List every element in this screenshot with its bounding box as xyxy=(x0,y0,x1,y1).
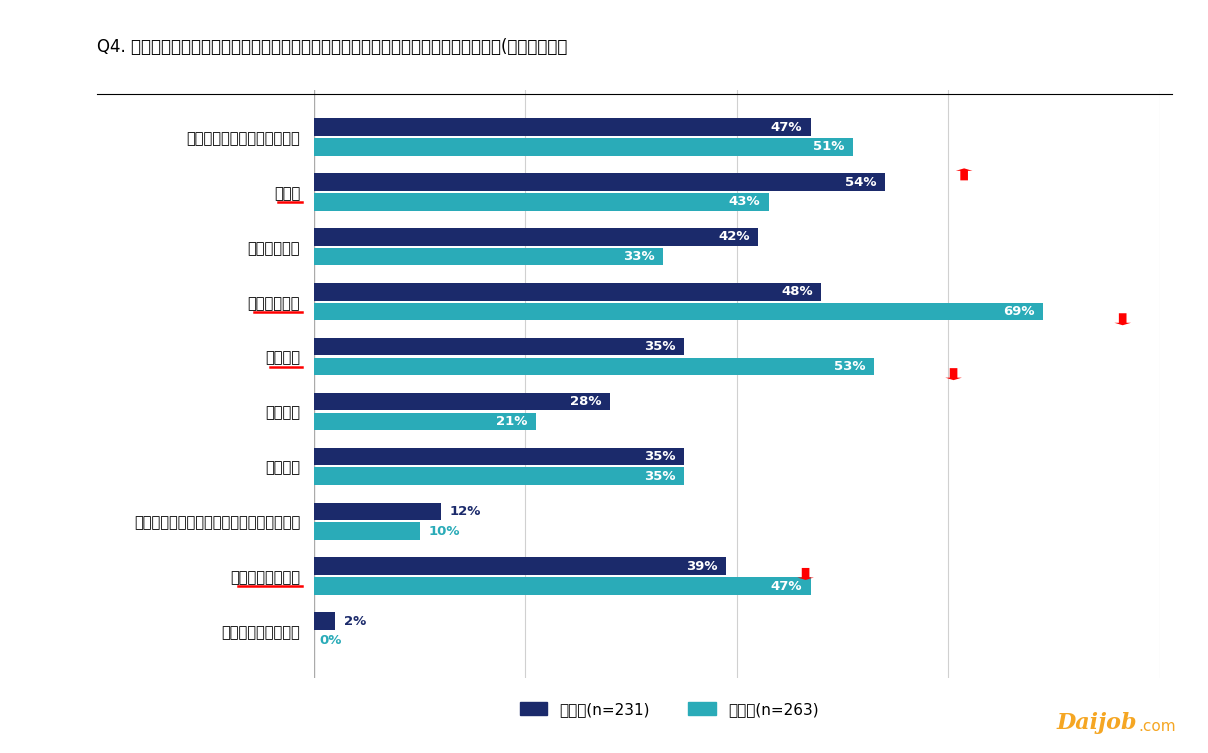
Text: 21%: 21% xyxy=(496,415,528,428)
Text: 69%: 69% xyxy=(1004,305,1035,318)
Bar xyxy=(314,557,726,575)
Bar xyxy=(314,173,885,191)
Bar xyxy=(314,228,759,245)
Bar xyxy=(314,303,1044,320)
Bar xyxy=(314,523,420,540)
Text: 35%: 35% xyxy=(644,450,675,463)
Bar xyxy=(314,358,875,375)
Text: 35%: 35% xyxy=(644,470,675,483)
Bar xyxy=(314,502,441,520)
Text: 12%: 12% xyxy=(449,505,481,518)
Text: 2%: 2% xyxy=(343,614,366,628)
Bar xyxy=(314,578,811,595)
Text: 47%: 47% xyxy=(771,120,802,133)
Bar xyxy=(314,118,811,136)
Text: 53%: 53% xyxy=(835,360,866,373)
Bar xyxy=(314,248,663,266)
Text: 0%: 0% xyxy=(319,635,342,648)
Bar xyxy=(314,448,684,465)
Bar xyxy=(314,338,684,355)
Text: 35%: 35% xyxy=(644,340,675,353)
Text: 48%: 48% xyxy=(782,285,813,298)
Text: 47%: 47% xyxy=(771,580,802,593)
Text: 51%: 51% xyxy=(813,140,844,154)
Bar xyxy=(314,413,536,430)
Text: 43%: 43% xyxy=(728,195,760,209)
Text: .com: .com xyxy=(1138,719,1175,734)
Text: 28%: 28% xyxy=(570,395,602,408)
Bar xyxy=(314,193,768,211)
Text: 54%: 54% xyxy=(844,175,877,188)
Bar xyxy=(314,283,821,300)
Bar xyxy=(314,468,684,485)
Bar xyxy=(314,393,610,410)
Text: 10%: 10% xyxy=(428,525,460,538)
Text: 33%: 33% xyxy=(623,250,655,264)
Text: 42%: 42% xyxy=(718,230,749,243)
Bar xyxy=(314,612,335,630)
Text: Daijob: Daijob xyxy=(1057,712,1138,734)
Legend: 日本人(n=231), 外国人(n=263): 日本人(n=231), 外国人(n=263) xyxy=(513,696,825,723)
Text: Q4. 転職活動の時、事業内容や労働条件以外で、企業のどんな情報を知りたいですか？(複数選択可）: Q4. 転職活動の時、事業内容や労働条件以外で、企業のどんな情報を知りたいですか… xyxy=(97,38,567,56)
Text: 39%: 39% xyxy=(686,559,718,573)
Bar xyxy=(314,138,853,156)
